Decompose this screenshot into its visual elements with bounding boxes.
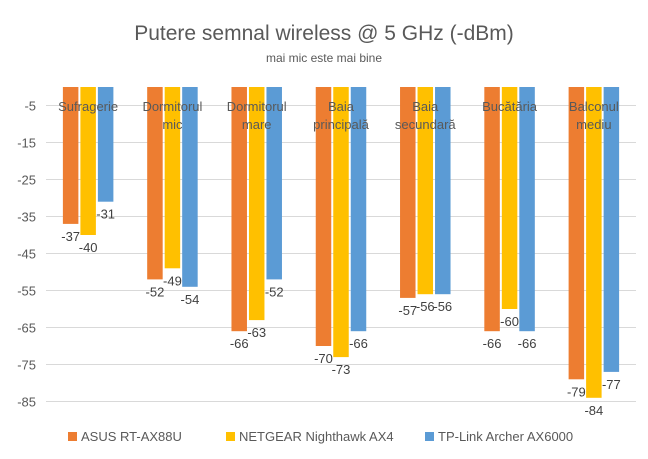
data-label: -66 — [518, 336, 537, 351]
category-label: principală — [313, 117, 369, 132]
category-labels: Sufragerie Dormitorul mic Dormitorul mare Bai… — [58, 99, 619, 132]
data-label: -84 — [584, 403, 603, 418]
y-tick-label: -35 — [17, 210, 36, 225]
category-label: Dormitorul — [227, 99, 287, 114]
bar — [182, 87, 198, 287]
bar — [248, 87, 265, 321]
category-label: Baia — [328, 99, 355, 114]
bar — [435, 87, 451, 295]
category-label: mare — [242, 117, 272, 132]
legend: ASUS RT-AX88U NETGEAR Nighthawk AX4 TP-Lin… — [68, 429, 573, 444]
legend-label: TP-Link Archer AX6000 — [438, 429, 573, 444]
data-label: -54 — [181, 292, 200, 307]
legend-swatch — [425, 432, 434, 441]
category-label: Bucătăria — [482, 99, 538, 114]
y-tick-label: -25 — [17, 173, 36, 188]
bar — [603, 87, 620, 372]
category-label: secundară — [395, 117, 456, 132]
data-label: -52 — [146, 284, 165, 299]
category-label: mic — [162, 117, 183, 132]
bar — [333, 87, 349, 358]
data-label: -52 — [265, 284, 284, 299]
data-label: -56 — [433, 299, 452, 314]
data-label: -70 — [314, 351, 333, 366]
data-label: -66 — [483, 336, 502, 351]
y-axis-ticks: -5 -15 -25 -35 -45 -55 -65 -75 -85 — [17, 99, 36, 410]
bar — [586, 87, 602, 398]
chart-subtitle: mai mic este mai bine — [266, 51, 382, 65]
bar — [315, 87, 332, 346]
bar — [400, 87, 416, 298]
bar — [266, 87, 282, 280]
data-label: -66 — [349, 336, 368, 351]
data-label: -40 — [79, 240, 98, 255]
bar — [231, 87, 247, 332]
bars — [62, 87, 620, 398]
bar — [417, 87, 434, 295]
bar — [350, 87, 367, 332]
data-label: -60 — [500, 314, 519, 329]
chart-title: Putere semnal wireless @ 5 GHz (-dBm) — [134, 22, 514, 45]
data-label: -37 — [61, 229, 80, 244]
data-labels: -37-40-31-52-49-54-66-63-52-70-73-66-57-… — [61, 207, 621, 418]
y-tick-label: -65 — [17, 321, 36, 336]
bar — [164, 87, 181, 269]
bar — [62, 87, 79, 224]
legend-label: ASUS RT-AX88U — [81, 429, 182, 444]
bar — [97, 87, 114, 202]
legend-swatch — [226, 432, 235, 441]
data-label: -49 — [163, 273, 182, 288]
data-label: -73 — [332, 362, 351, 377]
data-label: -77 — [602, 377, 621, 392]
bar — [568, 87, 585, 380]
y-tick-label: -45 — [17, 247, 36, 262]
data-label: -63 — [247, 325, 266, 340]
y-tick-label: -5 — [24, 99, 36, 114]
y-tick-label: -55 — [17, 284, 36, 299]
data-label: -56 — [416, 299, 435, 314]
category-label: Balconul — [569, 99, 619, 114]
y-tick-label: -85 — [17, 395, 36, 410]
data-label: -79 — [567, 384, 586, 399]
data-label: -31 — [96, 207, 115, 222]
category-label: mediu — [576, 117, 611, 132]
category-label: Dormitorul — [142, 99, 202, 114]
category-label: Sufragerie — [58, 99, 118, 114]
y-tick-label: -75 — [17, 358, 36, 373]
bar — [147, 87, 163, 280]
bar — [484, 87, 500, 332]
bar — [519, 87, 535, 332]
category-label: Baia — [412, 99, 439, 114]
data-label: -57 — [398, 303, 417, 318]
data-label: -66 — [230, 336, 249, 351]
bar — [80, 87, 96, 235]
bar — [501, 87, 518, 309]
y-tick-label: -15 — [17, 136, 36, 151]
legend-swatch — [68, 432, 77, 441]
legend-label: NETGEAR Nighthawk AX4 — [239, 429, 394, 444]
